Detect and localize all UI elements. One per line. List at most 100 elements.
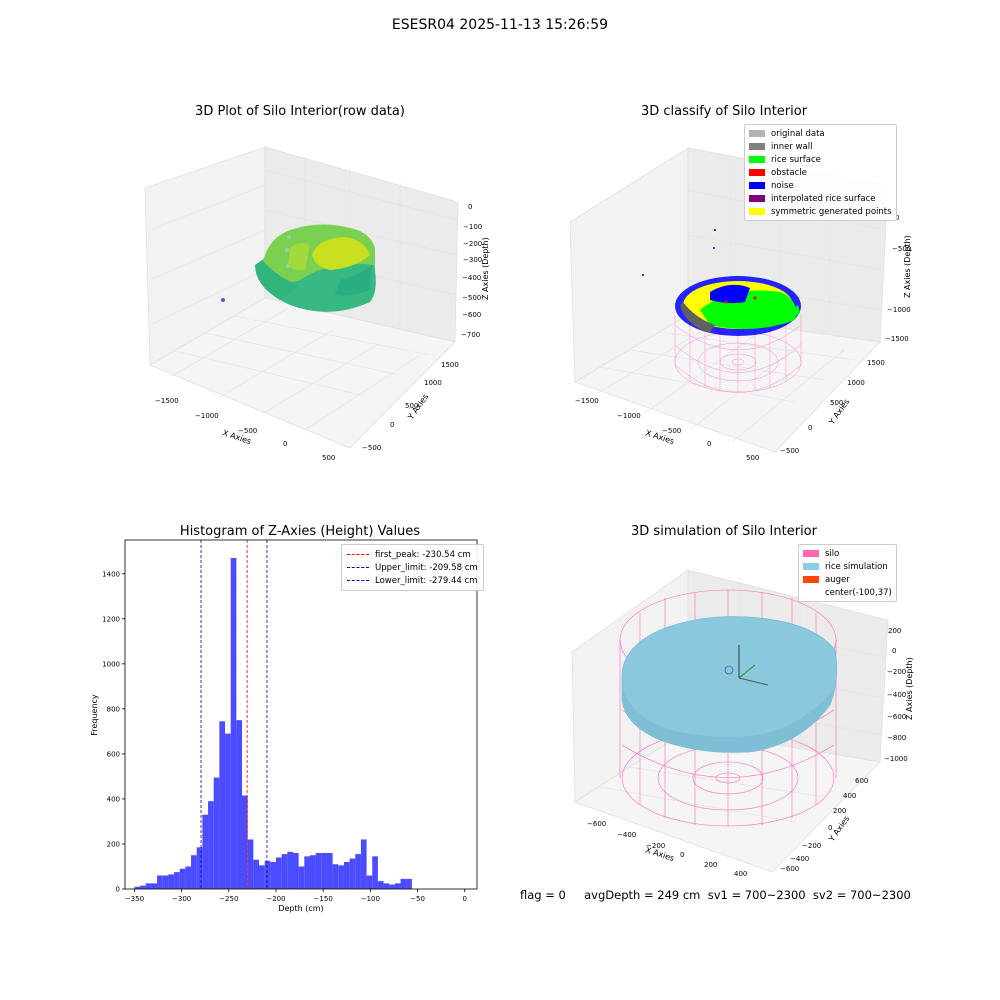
legend-line [347,554,369,555]
histogram-bar [208,801,214,889]
histogram-bar [157,875,163,889]
histogram-bar [253,859,260,889]
panel4-x-tick: 200 [704,861,717,869]
legend-swatch [749,143,765,150]
panel1-y-tick: −500 [362,444,381,452]
histogram-bar [360,839,367,889]
histogram-x-tick-label: −350 [125,895,144,903]
legend-entry: interpolated rice surface [749,192,892,205]
panel4-rice-surface [621,616,837,753]
histogram-bar [196,847,203,889]
panel1-x-tick: 500 [322,454,335,462]
legend-label: first_peak: -230.54 cm [375,549,471,560]
histogram-y-label: Frequency [90,694,99,736]
histogram-bar [162,875,169,889]
legend-label: center(-100,37) [825,587,892,598]
panel2-z-tick: −1000 [887,306,911,314]
histogram-bar [349,858,356,889]
panel4-x-tick: −400 [617,831,636,839]
panel4-z-tick: −400 [887,691,906,699]
legend-swatch [803,589,819,596]
histogram-bar [191,855,197,889]
panel2-z-tick: −500 [892,245,911,253]
panel2-x-tick: −1000 [617,412,641,420]
panel1-3d-plot: −1500 −1000 −500 0 500 −500 0 500 1000 1… [144,146,490,462]
histogram-bar [377,881,384,889]
panel4-y-tick: 200 [833,807,846,815]
panel1-x-tick: 0 [283,440,287,448]
histogram-bar [400,878,407,889]
histogram-x-tick-label: 0 [462,895,466,903]
histogram-bar [185,866,192,889]
histogram-bar [287,851,293,889]
legend-label: Upper_limit: -209.58 cm [375,562,478,573]
legend-entry: rice surface [749,153,892,166]
histogram-vlines [200,540,268,889]
histogram-bar [366,875,373,889]
panel4-x-tick: −200 [646,842,665,850]
panel2-y-tick: 500 [830,399,843,407]
panel2-z-tick: −1500 [885,335,909,343]
histogram-y-tick-label: 1000 [102,660,120,668]
panel1-z-tick: −600 [462,311,481,319]
legend-entry: noise [749,179,892,192]
panel4-y-tick: 400 [843,792,856,800]
panel1-point-cloud [221,224,376,312]
panel2-x-tick: −500 [662,427,681,435]
panel4-auger-axes [724,645,769,686]
legend-swatch [749,195,765,202]
panel4-z-tick: −800 [887,734,906,742]
panel4-x-tick: 0 [680,851,684,859]
panel4-z-tick: 0 [892,647,896,655]
panel4-x-tick: −600 [587,820,606,828]
legend-entry: rice simulation [803,560,892,573]
panel4-z-label: Z Axies (Depth) [905,657,914,720]
panel1-z-label: Z Axies (Depth) [481,237,490,300]
histogram-bar [309,855,316,889]
histogram-bars [134,558,412,889]
panel3-histogram: −350 −300 −250 −200 −150 −100 −50 0 0 200 400 600 8… [90,539,478,913]
legend-swatch [749,156,765,163]
legend-entry: Upper_limit: -209.58 cm [347,561,478,574]
histogram-bar [202,814,209,889]
legend-swatch [803,576,819,583]
panel2-z-tick: 0 [895,214,899,222]
histogram-x-tick-label: −200 [266,895,285,903]
histogram-y-tick-label: 200 [107,840,120,848]
figure-title: ESESR04 2025-11-13 15:26:59 [391,17,609,33]
panel2-y-tick: 1000 [847,379,865,387]
panel1-z-tick: −400 [462,274,481,282]
legend-label: noise [771,180,794,191]
panel4-y-tick: −600 [780,865,799,873]
histogram-y-tick-label: 800 [107,705,120,713]
panel2-x-tick: −1500 [575,397,599,405]
panel2-classified-points [642,229,801,336]
panel1-z-tick: −300 [463,256,482,264]
panel4-title: 3D simulation of Silo Interior [631,524,817,539]
histogram-bar [372,856,378,889]
histogram-bar [355,854,361,889]
panel2-title: 3D classify of Silo Interior [640,104,808,119]
panel1-x-tick: −1500 [155,397,179,405]
panel1-z-tick: 0 [468,203,472,211]
histogram-x-tick-label: −250 [219,895,238,903]
histogram-y-tick-label: 600 [107,750,120,758]
legend-entry: first_peak: -230.54 cm [347,548,478,561]
panel1-z-tick: −500 [462,294,481,302]
panel4-z-tick: −1000 [884,755,908,763]
histogram-bar [292,852,299,889]
legend-label: auger [825,574,850,585]
legend-label: obstacle [771,167,807,178]
panel2-x-tick: 500 [746,454,759,462]
histogram-bar [151,883,158,889]
histogram-frame [124,539,478,890]
legend-swatch [749,182,765,189]
panel1-title: 3D Plot of Silo Interior(row data) [195,104,405,119]
histogram-x-ticks: −350 −300 −250 −200 −150 −100 −50 0 [125,889,467,903]
histogram-bar [343,861,350,889]
histogram-bar [275,857,282,889]
histogram-bar [332,864,339,889]
panel3-title: Histogram of Z-Axies (Height) Values [179,524,421,539]
panel4-y-tick: −200 [802,842,821,850]
histogram-bar [394,883,401,889]
